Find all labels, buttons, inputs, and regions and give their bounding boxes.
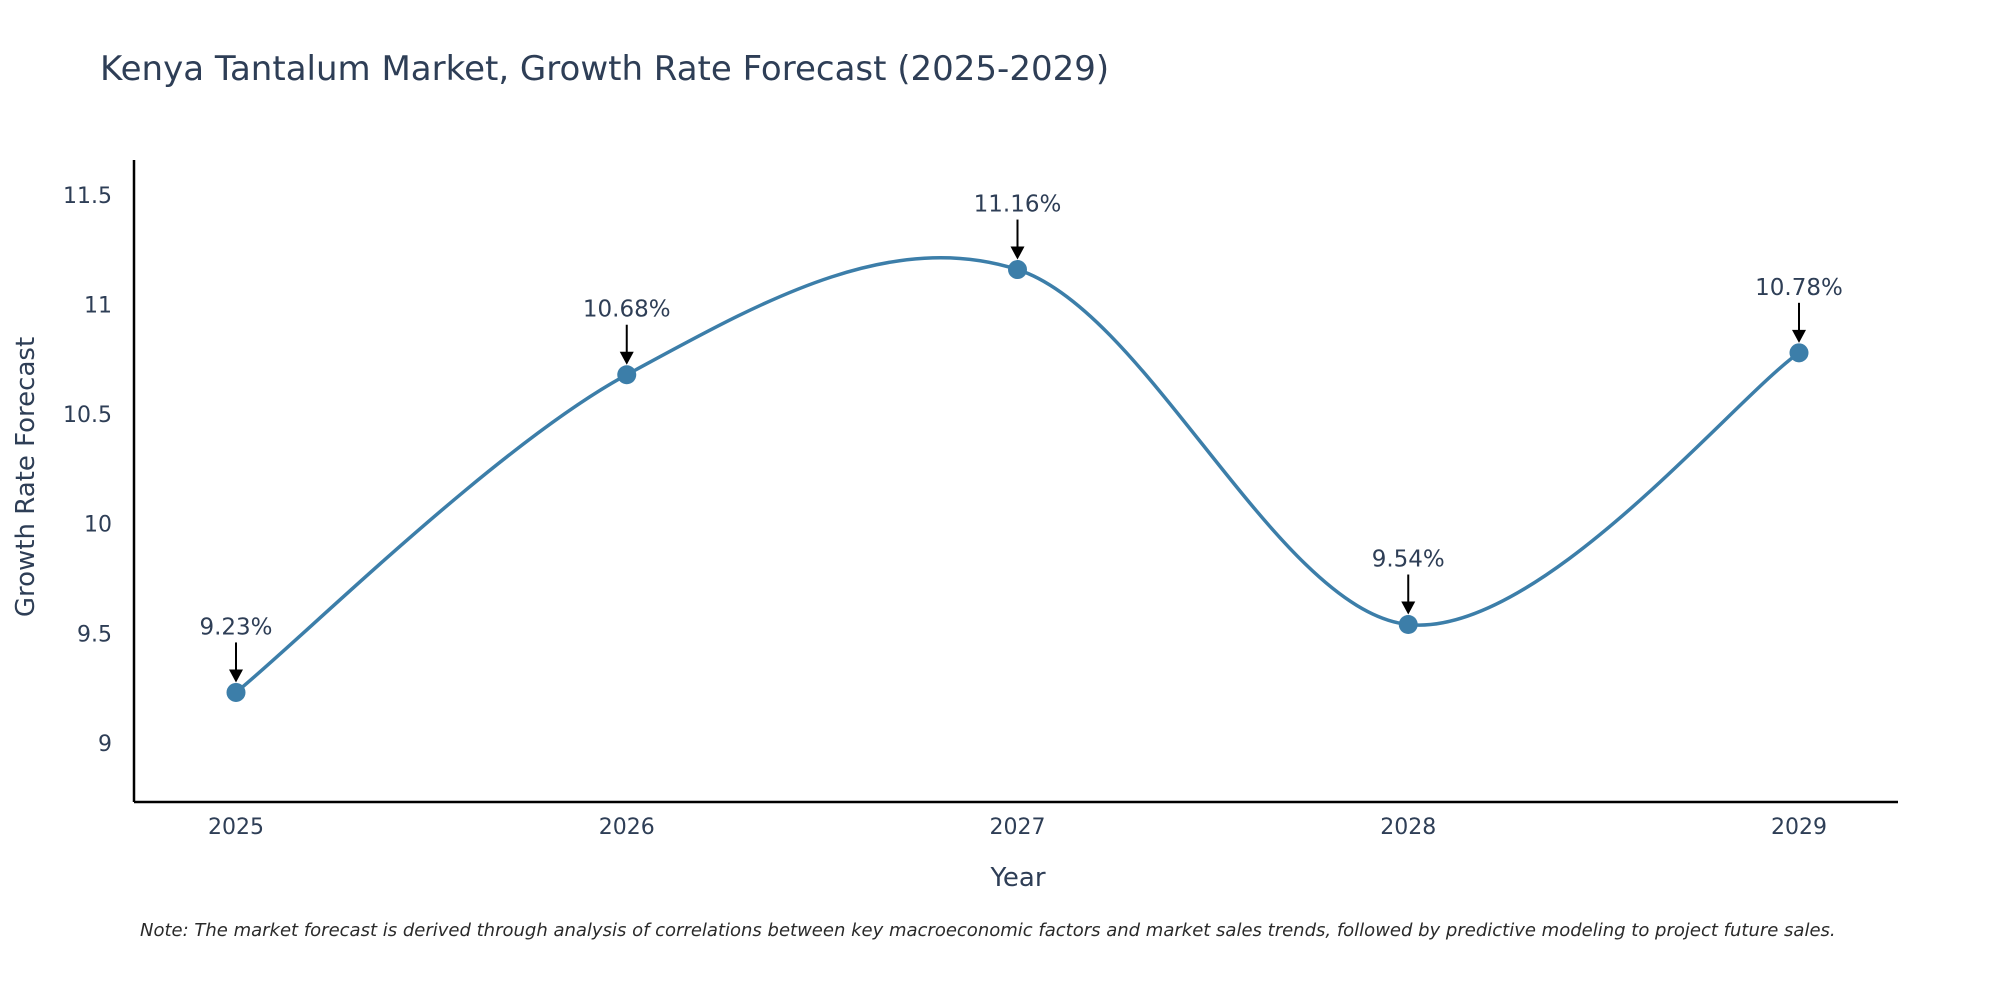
- y-tick-label: 11.5: [63, 184, 112, 209]
- x-tick-label: 2025: [208, 815, 264, 840]
- y-axis-ticks: 9 9.5 10 10.5 11 11.5: [63, 184, 112, 757]
- data-label: 11.16%: [974, 192, 1062, 218]
- data-label: 10.78%: [1755, 275, 1843, 301]
- annotation-arrow-head: [229, 669, 243, 683]
- data-annotation: 11.16%: [974, 192, 1062, 260]
- y-tick-label: 10: [84, 513, 112, 538]
- x-tick-label: 2028: [1380, 815, 1436, 840]
- data-annotation: 9.23%: [199, 614, 273, 683]
- footnote: Note: The market forecast is derived thr…: [140, 920, 1836, 941]
- data-point: [617, 365, 637, 385]
- y-tick-label: 9: [98, 732, 112, 757]
- y-axis-label: Growth Rate Forecast: [11, 337, 41, 617]
- y-tick-label: 10.5: [63, 403, 112, 428]
- data-point: [1789, 343, 1809, 363]
- data-label-annotations: 9.23% 10.68% 11.16% 9.54% 10.78%: [199, 192, 1843, 683]
- annotation-arrow-head: [1401, 601, 1416, 615]
- y-tick-label: 9.5: [77, 622, 112, 647]
- data-label: 9.54%: [1372, 547, 1445, 573]
- annotation-arrow-head: [1010, 246, 1025, 260]
- data-label: 9.23%: [199, 614, 272, 640]
- annotation-arrow-head: [619, 351, 634, 365]
- data-point: [1008, 260, 1027, 280]
- y-tick-label: 11: [84, 294, 112, 319]
- data-point: [226, 682, 246, 702]
- x-tick-label: 2029: [1771, 815, 1827, 840]
- data-annotation: 10.78%: [1755, 275, 1843, 343]
- data-point: [1398, 615, 1418, 635]
- data-annotation: 9.54%: [1372, 547, 1445, 615]
- data-markers: [226, 260, 1809, 702]
- annotation-arrow-head: [1792, 329, 1806, 343]
- axes: [132, 160, 1898, 804]
- x-axis-ticks: 2025 2026 2027 2028 2029: [208, 815, 1827, 840]
- chart-title: Kenya Tantalum Market, Growth Rate Forec…: [100, 49, 1109, 89]
- x-axis-label: Year: [989, 863, 1045, 893]
- x-tick-label: 2027: [990, 815, 1046, 840]
- data-label: 10.68%: [583, 297, 671, 323]
- data-annotation: 10.68%: [583, 297, 671, 365]
- x-tick-label: 2026: [599, 815, 655, 840]
- series-line: [234, 256, 1801, 694]
